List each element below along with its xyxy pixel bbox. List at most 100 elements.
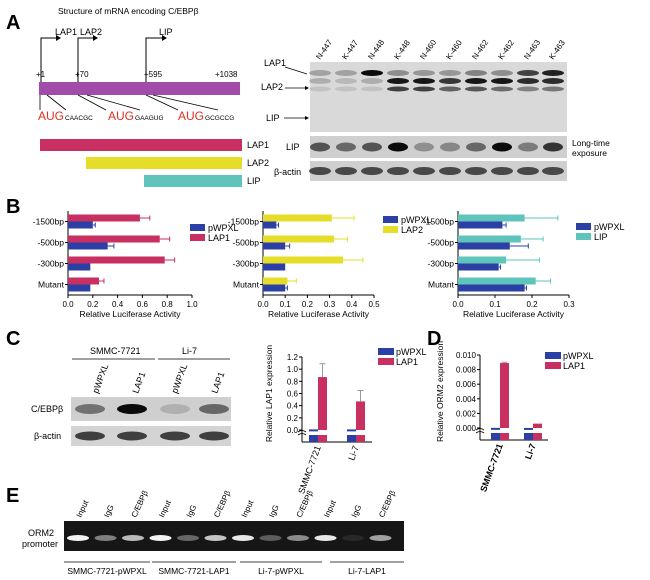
- x-tick-label: 0.0: [452, 300, 464, 309]
- blot-band: [491, 70, 513, 76]
- blot-band: [517, 167, 539, 175]
- blot-band: [543, 142, 563, 152]
- gel-band: [177, 535, 199, 541]
- blot-band: [466, 142, 486, 152]
- lap1-isoform-bar: [40, 139, 242, 151]
- x-axis-label: Relative Luciferase Activity: [79, 309, 181, 319]
- blot-band: [75, 431, 105, 441]
- bar-lap2: [263, 214, 332, 222]
- blot-band: [542, 86, 564, 92]
- lip-start-arrow: [145, 35, 167, 84]
- western-blot-actin: [310, 161, 567, 181]
- bar-pwpxl: [524, 427, 533, 430]
- lane-label: Input: [240, 498, 256, 519]
- category-label: SMMC-7721: [478, 442, 505, 493]
- x-tick-label: 0.2: [302, 300, 314, 309]
- blot-band: [465, 70, 487, 76]
- legend-label: pWPXL: [401, 215, 432, 225]
- blot-label-cebpb: C/EBPβ: [31, 404, 63, 414]
- blot-bands: [75, 431, 229, 441]
- legend-label: pWPXL: [396, 347, 427, 357]
- legend-swatch: [576, 223, 591, 230]
- category-label: -300bp: [428, 259, 455, 269]
- western-blot-lip-exposure: [310, 136, 567, 158]
- lane-label: pWPXL: [90, 363, 110, 395]
- panel-letter-a: A: [6, 12, 20, 34]
- bar-pwpxl: [491, 427, 500, 430]
- blot-band: [517, 70, 539, 76]
- blot-band: [336, 142, 356, 152]
- blot-band: [491, 78, 513, 84]
- x-tick-label: 0.2: [87, 300, 99, 309]
- group-label: SMMC-7721-pWPXL: [67, 566, 147, 576]
- y-axis-label: Relative ORM2 expression: [435, 341, 445, 442]
- blot-band: [465, 86, 487, 92]
- lip-isoform-bar: [144, 175, 242, 187]
- bar-lap1: [68, 214, 140, 222]
- gel-band: [369, 535, 392, 541]
- legend-label: pWPXL: [594, 222, 625, 232]
- lane-label: N-448: [366, 38, 386, 61]
- blot-band: [439, 70, 461, 76]
- lane-label: N-462: [470, 38, 490, 61]
- blot-bands: [75, 404, 229, 414]
- bar-pwpxl-base: [347, 435, 356, 442]
- x-tick-label: 0.2: [526, 300, 538, 309]
- bar-pwpxl-base: [524, 433, 533, 440]
- lane-label: Input: [157, 498, 173, 519]
- chart-b-lap1: 0.0 0.2 0.4 0.6 0.8 1.0 Relative Luciferase Ac…: [33, 211, 239, 319]
- legend-label: LAP1: [208, 233, 230, 243]
- x-tick-label: 0.8: [162, 300, 174, 309]
- category-label: -500bp: [428, 238, 455, 248]
- legend-swatch: [378, 358, 394, 365]
- blot-band: [465, 167, 487, 175]
- category-label: -1500bp: [228, 217, 259, 227]
- position-label: +70: [75, 70, 89, 79]
- lane-label: pWPXL: [169, 363, 189, 395]
- bar-pwpxl: [68, 221, 93, 229]
- blot-band: [361, 86, 383, 92]
- group-label: SMMC-7721-LAP1: [158, 566, 230, 576]
- y-tick-label: 0.008: [456, 366, 477, 375]
- bar-lip: [458, 214, 525, 222]
- blot-band: [387, 167, 409, 175]
- bar-pwpxl: [68, 263, 91, 271]
- mrna-bar: [39, 82, 240, 95]
- y-tick-label: 0.004: [456, 395, 477, 404]
- blot-band: [199, 404, 229, 414]
- blot-bands: [309, 167, 564, 175]
- bar-lap1: [356, 401, 365, 430]
- y-tick-label: 1.2: [287, 353, 299, 362]
- category-label: Mutant: [38, 280, 65, 290]
- blot-band: [309, 78, 331, 84]
- blot-band: [388, 142, 408, 152]
- lap1-start-arrow: [40, 35, 61, 84]
- position-label: +595: [144, 70, 163, 79]
- blot-band: [542, 78, 564, 84]
- lane-label: K-463: [547, 38, 567, 61]
- blot-band: [335, 78, 357, 84]
- bar-lap1-base: [356, 435, 365, 442]
- blot-band: [518, 142, 538, 152]
- aug-context-lap2: AUGGAAGUG: [108, 109, 164, 123]
- category-label: SMMC-7721: [296, 444, 323, 495]
- category-label: Mutant: [233, 280, 260, 290]
- blot-band: [413, 167, 435, 175]
- bar-lap1: [68, 256, 165, 264]
- lip-start-label: LIP: [159, 27, 173, 37]
- lane-label: C/EBPβ: [130, 489, 150, 519]
- blot-bands: [309, 70, 564, 92]
- lane-label: LAP1: [209, 371, 226, 395]
- lane-label: N-447: [314, 38, 334, 61]
- lane-label: K-447: [340, 38, 360, 61]
- y-tick-label: 0.006: [456, 380, 477, 389]
- blot-band: [117, 431, 147, 441]
- mrna-structure-title: Structure of mRNA encoding C/EBPβ: [58, 6, 199, 16]
- x-tick-label: 0.3: [324, 300, 336, 309]
- blot-band: [362, 142, 382, 152]
- bar-pwpxl-base: [491, 433, 500, 440]
- bar-lap1-base: [318, 435, 327, 442]
- blot-band: [439, 167, 461, 175]
- blot-band: [309, 70, 331, 76]
